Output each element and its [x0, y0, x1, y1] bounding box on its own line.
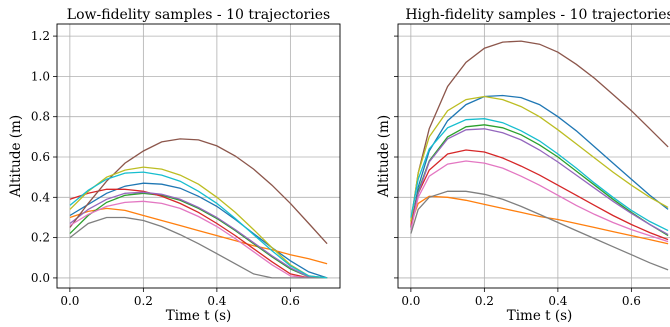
series-line-8: [410, 190, 669, 271]
series-line-7: [410, 160, 669, 243]
series-line-1: [69, 182, 328, 279]
series-line-3: [410, 124, 669, 237]
y-axis-label: Altitude (m): [376, 115, 392, 198]
series-line-3: [69, 192, 328, 279]
series-line-6: [410, 40, 669, 222]
series-line-9: [410, 95, 669, 222]
plot-frame: [56, 23, 341, 289]
series-group: [410, 40, 669, 271]
series-line-1: [410, 94, 669, 228]
y-tick-label: 0.6: [31, 150, 50, 164]
y-tick-label: 1.2: [31, 29, 50, 43]
series-line-8: [69, 216, 328, 279]
series-line-4: [69, 188, 328, 279]
plot-frame: [397, 23, 670, 289]
x-tick-label: 0.6: [281, 294, 300, 308]
x-axis-label: Time t (s): [166, 308, 232, 324]
x-tick-label: 0.4: [548, 294, 567, 308]
y-tick-label: 1.0: [31, 69, 50, 83]
chart-panel-2: 0.0 0.2 0.4 0.6 High-fidelity samples - 10 t…: [376, 7, 670, 324]
series-line-10: [69, 171, 328, 279]
x-tick-label: 0.2: [134, 294, 153, 308]
chart-title: High-fidelity samples - 10 trajectories: [405, 7, 670, 23]
y-tick-label: 0.8: [31, 110, 50, 124]
series-line-10: [410, 118, 669, 232]
series-line-2: [410, 195, 669, 245]
series-line-4: [410, 149, 669, 241]
x-tick-label: 0.0: [60, 294, 79, 308]
series-line-5: [410, 128, 669, 236]
x-tick-label: 0.2: [475, 294, 494, 308]
series-line-7: [69, 200, 328, 279]
y-tick-label: 0.2: [31, 231, 50, 245]
series-group: [69, 138, 328, 279]
y-axis-label: Altitude (m): [8, 115, 24, 198]
series-line-9: [69, 166, 328, 279]
chart-title: Low-fidelity samples - 10 trajectories: [67, 7, 330, 23]
chart-panel-1: 0.0 0.2 0.4 0.6 0.0 0.2 0.4 0.6 0.8 1.0 1.2 Low-fid…: [8, 7, 341, 324]
x-axis-label: Time t (s): [507, 308, 573, 324]
series-line-2: [69, 207, 328, 265]
x-tick-label: 0.0: [401, 294, 420, 308]
y-tick-label: 0.0: [31, 271, 50, 285]
y-tick-label: 0.4: [31, 190, 50, 204]
x-tick-label: 0.6: [622, 294, 641, 308]
series-line-5: [69, 191, 328, 279]
x-tick-label: 0.4: [207, 294, 226, 308]
